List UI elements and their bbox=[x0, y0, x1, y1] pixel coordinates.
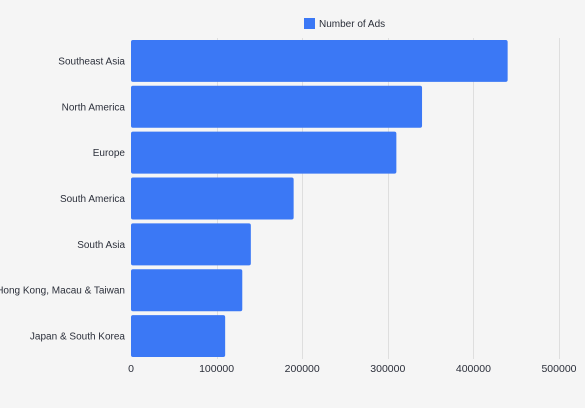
category-label: Europe bbox=[93, 148, 126, 159]
bar[interactable] bbox=[131, 39, 508, 82]
x-tick-label: 400000 bbox=[456, 363, 491, 375]
category-label: South America bbox=[60, 194, 125, 205]
x-tick-label: 300000 bbox=[370, 363, 405, 375]
bar[interactable] bbox=[131, 269, 243, 312]
x-tick-label: 500000 bbox=[541, 363, 576, 375]
bar[interactable] bbox=[131, 177, 294, 220]
category-label: Southeast Asia bbox=[58, 56, 125, 67]
x-tick-label: 100000 bbox=[199, 363, 234, 375]
bar[interactable] bbox=[131, 223, 251, 266]
category-label: South Asia bbox=[77, 240, 125, 251]
bar[interactable] bbox=[131, 315, 226, 358]
legend: Number of Ads bbox=[304, 18, 385, 30]
legend-label: Number of Ads bbox=[319, 19, 385, 30]
category-labels: Southeast Asia North America Europe South A… bbox=[0, 56, 125, 342]
bar[interactable] bbox=[131, 85, 423, 128]
legend-swatch bbox=[304, 18, 315, 29]
x-axis-tick-labels: 0 100000 200000 300000 400000 500000 bbox=[128, 363, 577, 375]
x-tick-label: 200000 bbox=[285, 363, 320, 375]
category-label: North America bbox=[62, 102, 126, 113]
category-label: Hong Kong, Macau & Taiwan bbox=[0, 286, 125, 297]
bars bbox=[131, 39, 508, 358]
x-tick-label: 0 bbox=[128, 363, 134, 375]
bar[interactable] bbox=[131, 131, 397, 174]
category-label: Japan & South Korea bbox=[30, 332, 126, 343]
